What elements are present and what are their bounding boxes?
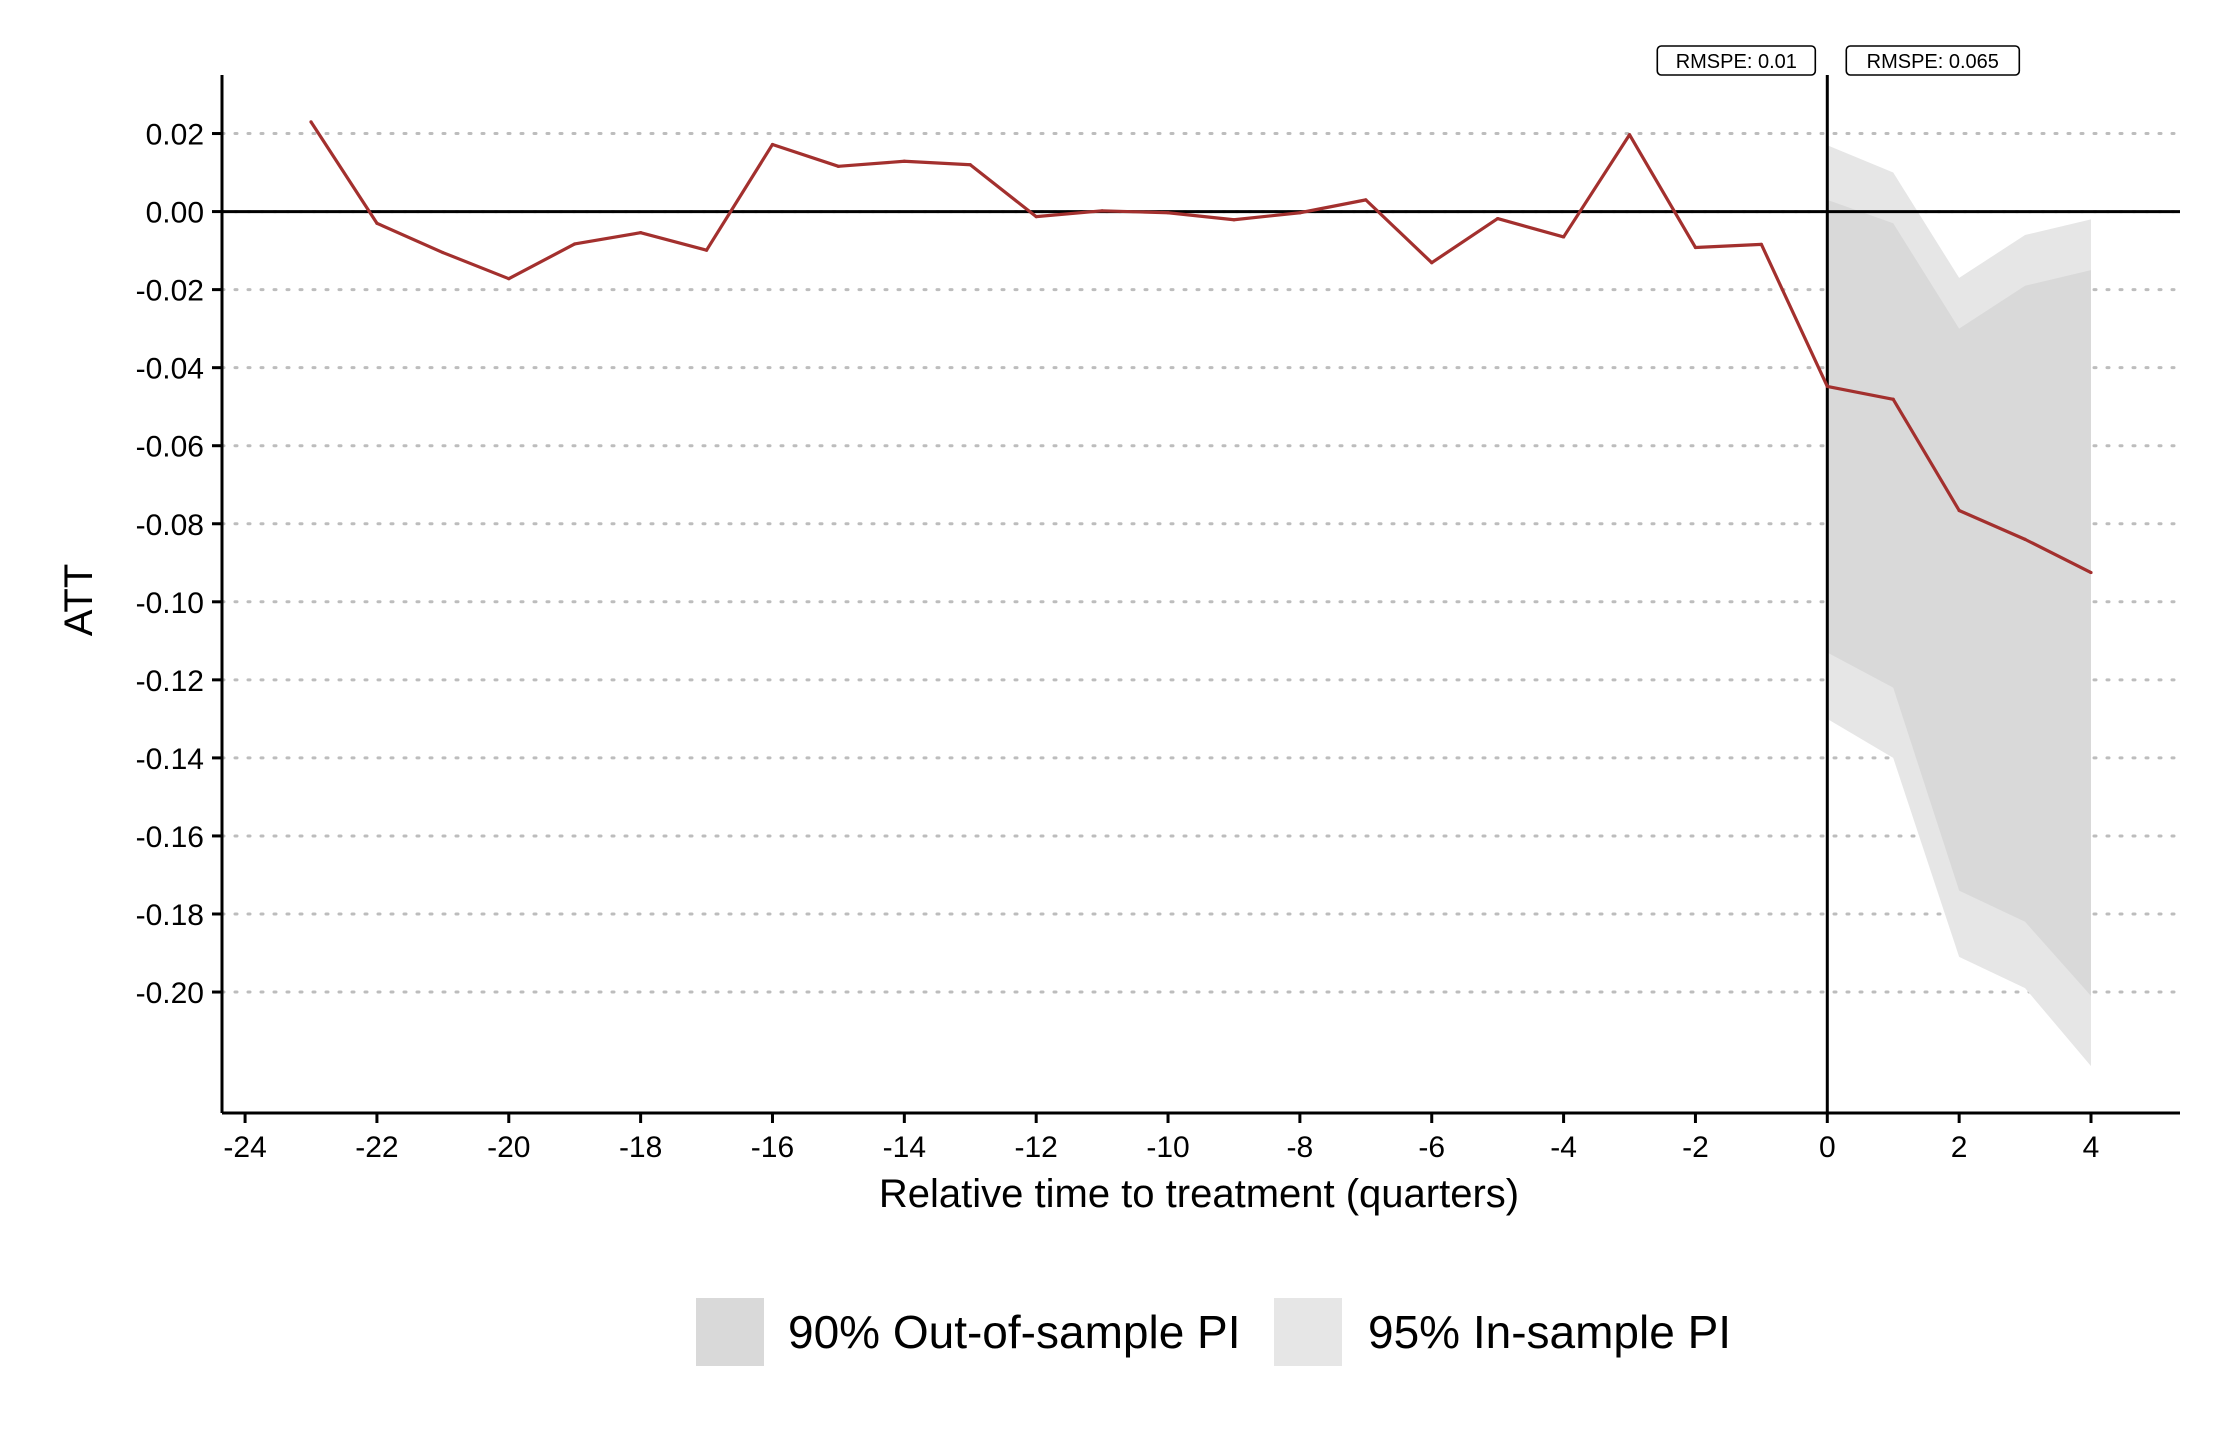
data-point--13	[968, 163, 972, 167]
y-tick-label: -0.06	[136, 431, 204, 464]
x-tick-label: -16	[751, 1131, 794, 1164]
x-tick-label: -12	[1015, 1131, 1058, 1164]
data-point--14	[902, 159, 906, 163]
rmspe-box-0	[1656, 45, 1817, 76]
x-axis-title: Relative time to treatment (quarters)	[879, 1172, 1519, 1216]
data-point--8	[1298, 211, 1302, 215]
y-tick-label: -0.08	[136, 509, 204, 542]
x-tick-label: -18	[619, 1131, 662, 1164]
data-point-1	[1891, 397, 1895, 401]
data-point--15	[836, 164, 841, 168]
y-tick-label: -0.04	[136, 353, 204, 386]
data-point--16	[770, 142, 775, 147]
y-tick-label: 0.00	[146, 197, 204, 230]
axes: 0.02 0.00 -0.02 -0.04 -0.06 -0.08 -0.10 -0.12 -0…	[136, 75, 2180, 1164]
data-point--18	[639, 231, 643, 235]
rmspe-annotations: RMSPE: 0.01 RMSPE: 0.065	[1656, 45, 2021, 76]
data-point--17	[704, 248, 709, 252]
x-tick-label: -22	[355, 1131, 398, 1164]
legend: 90% Out-of-sample PI 95% In-sample PI	[696, 1298, 1731, 1366]
y-tick-label: -0.20	[136, 977, 204, 1010]
att-series	[309, 120, 2093, 575]
data-point--22	[375, 221, 379, 225]
y-axis-title: ATT	[57, 564, 101, 637]
legend-swatch-out-of-sample	[696, 1298, 764, 1366]
data-point--10	[1166, 211, 1170, 215]
data-point--2	[1693, 245, 1698, 250]
x-tick-label: 4	[2083, 1131, 2100, 1164]
legend-label-out-of-sample: 90% Out-of-sample PI	[788, 1306, 1241, 1358]
data-point-4	[2089, 570, 2093, 575]
data-point--11	[1100, 209, 1104, 213]
data-point--5	[1496, 217, 1500, 221]
rmspe-label-0: RMSPE: 0.01	[1676, 51, 1797, 73]
data-point--7	[1364, 198, 1368, 202]
y-tick-label: -0.18	[136, 899, 204, 932]
data-point--20	[507, 277, 511, 281]
x-tick-label: -10	[1146, 1131, 1189, 1164]
data-point--23	[309, 120, 313, 124]
x-tick-label: -14	[883, 1131, 926, 1164]
data-point--19	[573, 242, 577, 246]
legend-label-in-sample: 95% In-sample PI	[1368, 1306, 1731, 1358]
data-point-0	[1825, 384, 1829, 388]
data-point-3	[2023, 537, 2027, 541]
x-tick-label: -20	[487, 1131, 530, 1164]
reference-lines	[222, 75, 2180, 1113]
y-tick-label: -0.10	[136, 587, 204, 620]
legend-swatch-in-sample	[1274, 1298, 1342, 1366]
data-point--12	[1034, 215, 1038, 219]
x-tick-label: -6	[1418, 1131, 1445, 1164]
data-point--3	[1627, 133, 1632, 137]
x-tick-label: -4	[1550, 1131, 1577, 1164]
rmspe-box-1	[1845, 45, 2021, 76]
y-tick-label: 0.02	[146, 119, 204, 152]
rmspe-label-1: RMSPE: 0.065	[1867, 51, 1999, 73]
x-tick-label: 0	[1819, 1131, 1836, 1164]
y-tick-label: -0.12	[136, 665, 204, 698]
data-point--4	[1561, 235, 1566, 239]
data-point--6	[1430, 261, 1434, 265]
prediction-bands	[1827, 145, 2091, 1067]
y-tick-label: -0.14	[136, 743, 204, 776]
series-line-0	[309, 120, 2092, 574]
data-point--21	[441, 250, 445, 255]
y-tick-label: -0.16	[136, 821, 204, 854]
x-tick-label: -2	[1682, 1131, 1709, 1164]
x-tick-label: -8	[1287, 1131, 1314, 1164]
data-point-2	[1957, 508, 1961, 513]
data-point--1	[1759, 242, 1763, 246]
x-tick-label: 2	[1951, 1131, 1968, 1164]
data-point--9	[1232, 218, 1236, 222]
x-tick-label: -24	[223, 1131, 266, 1164]
y-tick-label: -0.02	[136, 275, 204, 308]
